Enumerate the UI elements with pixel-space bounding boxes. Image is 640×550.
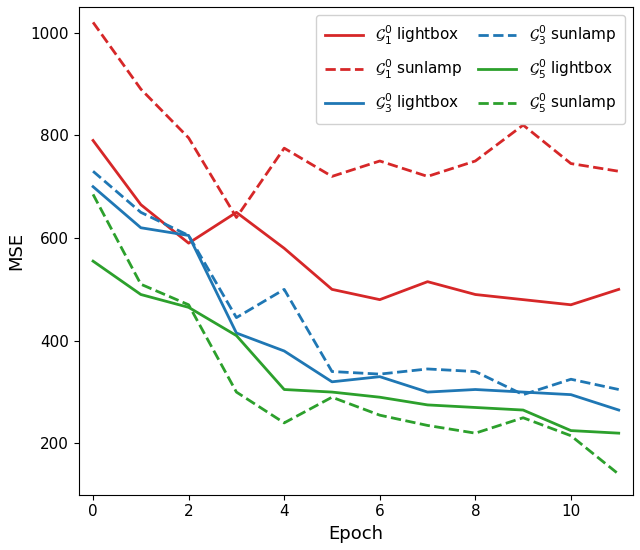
X-axis label: Epoch: Epoch: [328, 525, 383, 543]
Legend: $\mathcal{G}_1^0$ lightbox, $\mathcal{G}_1^0$ sunlamp, $\mathcal{G}_3^0$ lightbo: $\mathcal{G}_1^0$ lightbox, $\mathcal{G}…: [316, 15, 625, 124]
Y-axis label: MSE: MSE: [7, 232, 25, 270]
